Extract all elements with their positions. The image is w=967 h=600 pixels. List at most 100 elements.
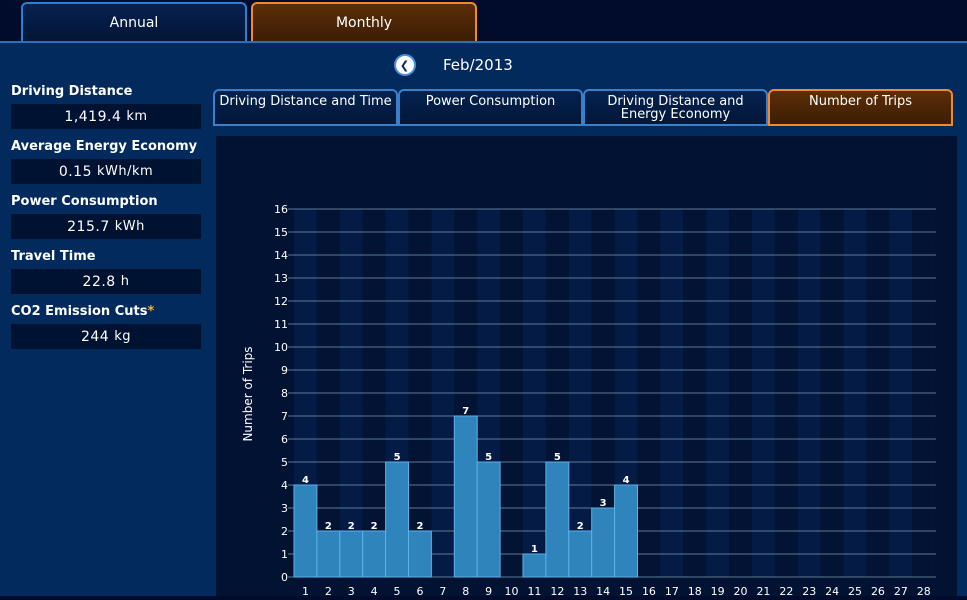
stat-driving-distance: Driving Distance 1,419.4 km (11, 84, 201, 129)
x-tick-label: 5 (394, 585, 401, 596)
y-tick-label: 3 (281, 502, 288, 515)
x-tick-label: 27 (894, 585, 908, 596)
stat-value: 22.8 (82, 273, 116, 290)
y-tick-label: 4 (281, 479, 288, 492)
stat-label: Driving Distance (11, 84, 133, 99)
tab-driving-distance-time[interactable]: Driving Distance and Time (213, 89, 398, 126)
x-tick-label: 28 (917, 585, 931, 596)
bar-value-label: 4 (302, 475, 309, 486)
x-tick-label: 20 (734, 585, 748, 596)
tab-label-line-1: Driving Distance and (607, 94, 744, 109)
tab-label: Number of Trips (808, 94, 913, 109)
tab-label-line-2: Energy Economy (620, 107, 731, 122)
stat-label-text: CO2 Emission Cuts (11, 304, 148, 319)
y-tick-label: 5 (281, 456, 288, 469)
x-tick-label: 21 (756, 585, 770, 596)
bar-value-label: 5 (485, 452, 492, 463)
x-tick-label: 23 (802, 585, 816, 596)
y-tick-label: 11 (274, 318, 288, 331)
main-panel: ❮ Feb/2013 Driving Distance 1,419.4 km A… (0, 41, 967, 598)
x-tick-label: 7 (439, 585, 446, 596)
x-tick-label: 26 (871, 585, 885, 596)
stat-travel-time: Travel Time 22.8 h (11, 249, 201, 294)
bar-value-label: 4 (623, 475, 630, 486)
x-tick-label: 22 (779, 585, 793, 596)
tab-power-consumption[interactable]: Power Consumption (398, 89, 583, 126)
y-tick-label: 8 (281, 387, 288, 400)
tab-monthly[interactable]: Monthly (251, 2, 477, 41)
x-tick-label: 6 (416, 585, 423, 596)
x-tick-label: 25 (848, 585, 862, 596)
x-tick-label: 8 (462, 585, 469, 596)
month-label: Feb/2013 (443, 56, 513, 74)
bar-value-label: 7 (462, 406, 469, 417)
stat-unit: km (126, 109, 148, 124)
tab-label: Driving Distance and Time (219, 94, 392, 109)
bar (362, 530, 387, 578)
x-tick-label: 15 (619, 585, 633, 596)
y-tick-label: 16 (274, 203, 288, 216)
stat-value: 215.7 (67, 218, 110, 235)
month-navigator: ❮ Feb/2013 (396, 56, 513, 74)
x-tick-label: 17 (665, 585, 679, 596)
y-tick-label: 14 (274, 249, 288, 262)
x-tick-label: 19 (711, 585, 725, 596)
x-tick-label: 1 (302, 585, 309, 596)
y-tick-label: 10 (274, 341, 288, 354)
bar (293, 484, 318, 578)
y-tick-label: 15 (274, 226, 288, 239)
x-tick-label: 2 (325, 585, 332, 596)
x-tick-label: 12 (550, 585, 564, 596)
stat-unit: h (120, 274, 130, 289)
bar (545, 461, 570, 578)
bar (614, 484, 639, 578)
tab-annual[interactable]: Annual (21, 2, 247, 41)
bar-value-label: 2 (348, 521, 355, 532)
stat-label: Travel Time (11, 249, 96, 264)
x-tick-label: 9 (485, 585, 492, 596)
x-tick-label: 4 (371, 585, 378, 596)
bar-value-label: 2 (325, 521, 332, 532)
stat-value-box: 1,419.4 km (11, 104, 201, 129)
stat-value: 244 (80, 328, 110, 345)
y-axis-title: Number of Trips (241, 346, 255, 441)
x-tick-label: 13 (573, 585, 587, 596)
stat-power-consumption: Power Consumption 215.7 kWh (11, 194, 201, 239)
bar (522, 553, 547, 578)
y-tick-label: 6 (281, 433, 288, 446)
x-tick-label: 16 (642, 585, 656, 596)
bar (339, 530, 364, 578)
bar-value-label: 2 (416, 521, 423, 532)
bar-value-label: 1 (531, 544, 538, 555)
tab-distance-energy-economy[interactable]: Driving Distance and Energy Economy (583, 89, 768, 126)
bar-value-label: 5 (554, 452, 561, 463)
bar-value-label: 2 (371, 521, 378, 532)
chevron-left-icon[interactable]: ❮ (396, 56, 414, 74)
stat-unit: kWh/km (96, 164, 154, 179)
y-tick-label: 9 (281, 364, 288, 377)
bar (568, 530, 593, 578)
bar (408, 530, 432, 578)
y-tick-label: 7 (281, 410, 288, 423)
y-tick-label: 12 (274, 295, 288, 308)
stat-value: 1,419.4 (64, 108, 122, 125)
chart-area: 0 1 2 3 4 5 6 7 8 9 10 11 12 13 14 15 16 4 2 2 2 5 2 7 5 1 5 2 3 4 1 2 3… (216, 136, 957, 598)
stat-value-box: 0.15 kWh/km (11, 159, 201, 184)
stat-value-box: 244 kg (11, 324, 201, 349)
x-tick-label: 10 (505, 585, 519, 596)
y-tick-label: 0 (281, 571, 288, 584)
stat-unit: kWh (114, 219, 145, 234)
y-tick-label: 13 (274, 272, 288, 285)
asterisk-note: * (147, 304, 155, 319)
stat-co2-emission-cuts: CO2 Emission Cuts* 244 kg (11, 304, 201, 349)
bar-value-label: 2 (577, 521, 584, 532)
stat-label: Power Consumption (11, 194, 158, 209)
stat-value-box: 22.8 h (11, 269, 201, 294)
stat-energy-economy: Average Energy Economy 0.15 kWh/km (11, 139, 201, 184)
stat-value-box: 215.7 kWh (11, 214, 201, 239)
stat-value: 0.15 (58, 163, 92, 180)
bar-value-label: 5 (394, 452, 401, 463)
tab-number-of-trips[interactable]: Number of Trips (768, 89, 953, 126)
bar (453, 415, 478, 578)
